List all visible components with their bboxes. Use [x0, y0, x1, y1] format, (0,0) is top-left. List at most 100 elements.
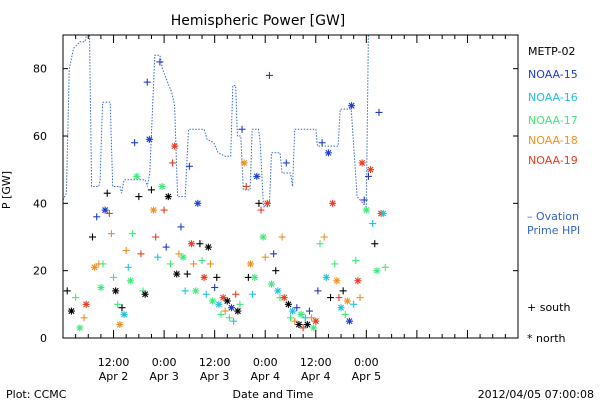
south-marker	[236, 300, 244, 308]
north-marker	[310, 324, 318, 332]
north-marker	[284, 300, 292, 308]
north-marker	[120, 310, 128, 318]
legend-ovation-line1: – Ovation	[527, 210, 579, 223]
north-marker	[173, 270, 181, 278]
x-tick-date-label: Apr 3	[149, 370, 179, 383]
south-marker	[364, 172, 372, 180]
south-marker	[143, 78, 151, 86]
north-marker	[133, 172, 141, 180]
north-marker	[263, 199, 271, 207]
south-marker	[160, 206, 168, 214]
south-marker	[124, 263, 132, 271]
north-marker	[97, 284, 105, 291]
south-marker	[242, 183, 250, 190]
x-tick-date-label: Apr 5	[352, 370, 382, 383]
south-marker	[287, 314, 294, 322]
south-marker	[265, 71, 273, 79]
legend-ovation-line2: Prime HPI	[527, 224, 580, 237]
south-marker	[166, 260, 174, 268]
south-marker	[301, 314, 309, 322]
south-marker	[270, 250, 278, 258]
north-marker	[91, 263, 99, 271]
north-marker	[303, 321, 311, 329]
north-marker	[141, 290, 149, 298]
south-marker	[335, 294, 343, 302]
x-tick-time-label: 0:00	[354, 356, 379, 369]
south-marker	[299, 324, 307, 332]
south-marker	[202, 290, 210, 298]
north-marker	[187, 240, 195, 248]
x-tick-date-label: Apr 3	[200, 370, 230, 383]
south-marker	[352, 257, 360, 265]
plot-credit: Plot: CCMC	[6, 388, 67, 400]
south-marker	[131, 139, 139, 147]
south-marker	[152, 233, 160, 241]
x-tick-time-label: 12:00	[98, 356, 130, 369]
north-marker	[297, 310, 305, 318]
south-marker	[93, 213, 101, 221]
north-marker	[253, 172, 261, 180]
north-marker	[259, 233, 267, 241]
south-marker	[147, 186, 155, 194]
south-marker	[114, 300, 122, 308]
north-marker	[150, 206, 158, 214]
south-marker	[185, 162, 193, 170]
x-tick-time-label: 12:00	[199, 356, 231, 369]
north-marker	[116, 321, 124, 329]
south-marker	[339, 287, 347, 295]
x-tick-date-label: Apr 2	[99, 370, 129, 383]
marker-layer	[63, 58, 389, 332]
north-marker	[204, 243, 212, 251]
south-marker	[291, 317, 299, 325]
south-marker	[135, 193, 143, 201]
y-axis-label: P [GW]	[0, 171, 13, 209]
south-marker	[137, 250, 145, 258]
north-marker	[158, 183, 166, 190]
x-tick-time-label: 0:00	[253, 356, 278, 369]
south-marker	[129, 230, 137, 238]
north-marker	[76, 324, 84, 332]
south-marker	[221, 307, 229, 315]
south-marker	[63, 287, 71, 295]
x-tick-time-label: 12:00	[300, 356, 332, 369]
south-marker	[103, 189, 111, 197]
north-marker	[280, 294, 288, 302]
north-marker	[343, 297, 351, 305]
south-marker	[350, 300, 358, 308]
south-marker	[232, 290, 240, 298]
south-marker	[320, 233, 328, 241]
legend-item-noaa15: NOAA-15	[528, 68, 578, 81]
south-marker	[327, 294, 335, 302]
north-marker	[219, 294, 227, 302]
north-marker	[345, 317, 353, 325]
north-marker	[329, 199, 337, 207]
north-marker	[295, 321, 303, 329]
north-marker	[67, 307, 75, 315]
south-marker	[230, 317, 238, 325]
legend-south: + south	[527, 301, 570, 314]
north-marker	[251, 273, 259, 281]
legend-item-noaa18: NOAA-18	[528, 134, 578, 147]
north-marker	[234, 307, 242, 315]
south-marker	[183, 270, 191, 278]
south-marker	[154, 253, 162, 261]
south-marker	[190, 260, 198, 268]
x-tick-time-label: 0:00	[152, 356, 177, 369]
north-marker	[228, 304, 236, 312]
north-marker	[240, 159, 248, 167]
south-marker	[331, 260, 339, 268]
south-marker	[99, 260, 107, 268]
x-tick-date-label: Apr 4	[250, 370, 280, 383]
north-marker	[268, 280, 276, 288]
south-marker	[249, 290, 257, 298]
x-tick-date-label: Apr 4	[301, 370, 331, 383]
south-marker	[341, 310, 349, 318]
south-marker	[217, 310, 225, 318]
south-marker	[360, 196, 368, 204]
south-marker	[369, 220, 377, 228]
plot-frame	[62, 34, 519, 339]
north-marker	[312, 317, 320, 325]
north-marker	[322, 273, 330, 281]
south-marker	[381, 263, 389, 271]
